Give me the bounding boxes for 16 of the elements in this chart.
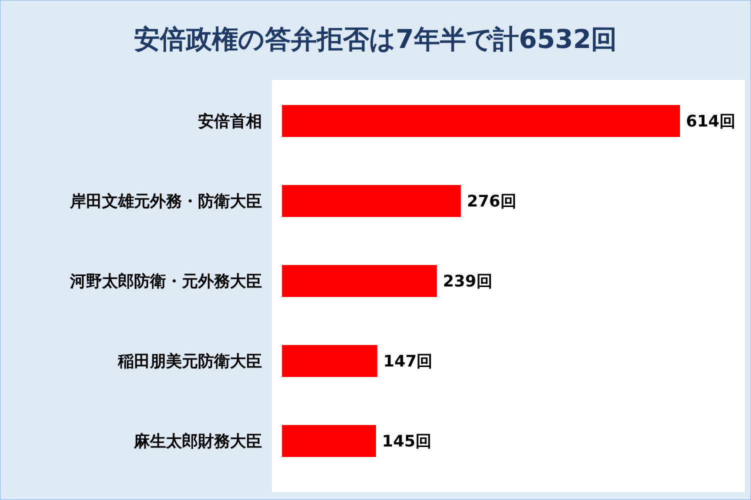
- bar: [282, 185, 461, 217]
- y-tick-label: 河野太郎防衛・元外務大臣: [69, 272, 262, 291]
- bar: [282, 345, 378, 377]
- y-tick-label: 麻生太郎財務大臣: [133, 432, 262, 451]
- data-label: 145回: [382, 432, 432, 451]
- chart-title: 安倍政権の答弁拒否は7年半で計6532回: [134, 25, 618, 55]
- bar: [282, 425, 376, 457]
- data-label: 147回: [383, 352, 433, 371]
- y-tick-label: 岸田文雄元外務・防衛大臣: [69, 192, 262, 211]
- data-label: 614回: [686, 112, 736, 131]
- y-tick-label: 安倍首相: [198, 112, 262, 131]
- y-tick-label: 稲田朋美元防衛大臣: [117, 352, 262, 371]
- bar: [282, 105, 680, 137]
- bar: [282, 265, 437, 297]
- data-label: 239回: [442, 272, 492, 291]
- data-label: 276回: [466, 192, 516, 211]
